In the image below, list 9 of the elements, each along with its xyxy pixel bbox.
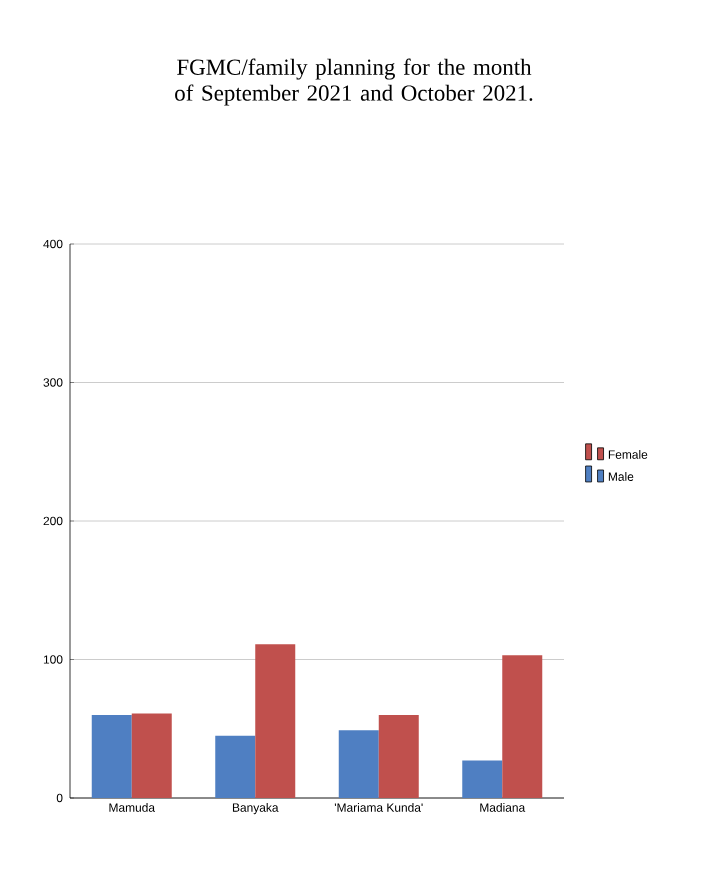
bar [502,655,543,798]
bar [378,714,419,798]
chart-title: FGMC/family planning for the month of September 2021 and October 2021. [175,58,533,106]
bar [462,760,503,798]
bar [215,735,256,798]
bar [255,644,296,798]
bar [338,730,379,798]
bar [91,714,132,798]
bar [131,713,172,798]
